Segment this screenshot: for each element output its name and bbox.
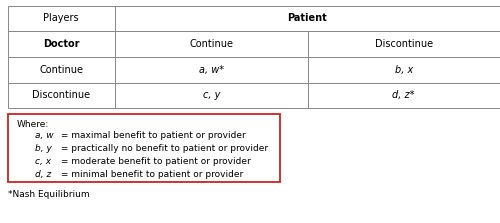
Text: d, z*: d, z* (392, 90, 415, 100)
Text: Patient: Patient (288, 13, 328, 23)
Text: = maximal benefit to patient or provider: = maximal benefit to patient or provider (58, 131, 245, 140)
Text: = minimal benefit to patient or provider: = minimal benefit to patient or provider (58, 170, 243, 179)
Bar (308, 57, 500, 83)
Text: Where:: Where: (16, 120, 49, 129)
Bar (8, 114, 280, 182)
Text: d, z: d, z (35, 170, 51, 179)
Text: c, x: c, x (35, 157, 51, 166)
Bar (115, 57, 308, 83)
Bar (115, 83, 308, 108)
Bar (308, 31, 500, 57)
Text: Discontinue: Discontinue (374, 39, 433, 49)
Text: a, w*: a, w* (198, 65, 224, 75)
Text: Discontinue: Discontinue (32, 90, 90, 100)
Bar (115, 31, 308, 57)
Text: *Nash Equilibrium: *Nash Equilibrium (8, 190, 89, 198)
Text: a, w: a, w (35, 131, 54, 140)
Text: c, y: c, y (202, 90, 220, 100)
Bar (8, 83, 115, 108)
Text: b, x: b, x (394, 65, 413, 75)
Bar (8, 31, 115, 57)
Text: Continue: Continue (189, 39, 233, 49)
Text: b, y: b, y (35, 144, 52, 153)
Bar (308, 83, 500, 108)
Bar (8, 6, 115, 31)
Text: Players: Players (44, 13, 79, 23)
Text: = practically no benefit to patient or provider: = practically no benefit to patient or p… (58, 144, 268, 153)
Bar (115, 6, 500, 31)
Text: = moderate benefit to patient or provider: = moderate benefit to patient or provide… (58, 157, 250, 166)
Text: Doctor: Doctor (43, 39, 80, 49)
Bar (8, 57, 115, 83)
Text: Continue: Continue (39, 65, 83, 75)
